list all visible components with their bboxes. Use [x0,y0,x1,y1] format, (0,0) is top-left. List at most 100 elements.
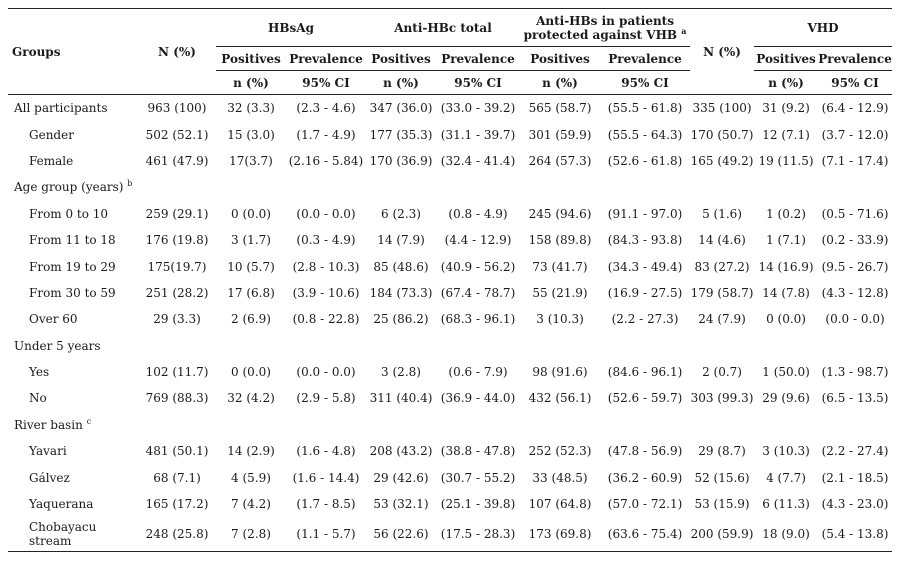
row-label: All participants [8,95,138,122]
row-label: No [8,385,138,411]
cell-hbc-ci: (17.5 - 28.3) [436,517,521,552]
cell-hbs-ci: (91.1 - 97.0) [607,206,683,221]
cell-n: 102 (11.7) [145,365,209,380]
cell-hbsag-positives: 0 (0.0) [231,206,271,221]
table-row: Yes 102 (11.7) 0 (0.0) (0.0 - 0.0) 3 (2.8) (0… [8,359,892,385]
section-row: Age group (years) b [8,174,892,200]
section-spacer [138,333,892,359]
cell-hbsag-ci: (0.0 - 0.0) [296,206,356,221]
row-label: From 19 to 29 [8,253,138,279]
header-anti-hbs-line2: protected against VHB [523,27,678,42]
cell-n: 176 (19.8) [145,233,209,248]
cell-hbc-ci: (0.6 - 7.9) [448,365,508,380]
row-label-text: Yes [29,365,50,380]
header-vhd: VHD [754,8,893,47]
section-row: River basin c [8,412,892,438]
cell-hbs-positives: 3 (10.3) [536,312,584,327]
row-label-text: Gender [29,127,74,142]
cell-hbs-positives: 264 (57.3) [528,153,592,168]
cell-hbs-positives: 107 (64.8) [528,497,592,512]
row-label: Chobayacu stream [8,517,138,552]
cell-vhd-positives: 1 (0.2) [766,206,806,221]
cell-hbc-ci: (38.8 - 47.8) [440,444,516,459]
sub-positives-hbs: Positives [520,46,601,71]
cell-n2: 200 (59.9) [690,517,755,552]
cell-vhd-positives: 1 (7.1) [766,233,806,248]
cell-hbc-positives: 208 (43.2) [369,444,433,459]
footnote-a: a [681,25,687,36]
cell-n: 963 (100) [147,101,207,116]
row-label-text: Under 5 years [14,338,101,353]
cell-n2: 335 (100) [692,101,752,116]
cell-hbs-positives: 245 (94.6) [528,206,592,221]
row-label-text: From 0 to 10 [29,206,109,221]
sub-prevalence-hbsag: Prevalence [286,46,366,71]
table-body: All participants 963 (100) 32 (3.3) (2.3 - … [8,95,893,552]
cell-n2: 14 (4.6) [698,233,746,248]
cell-vhd-positives: 29 (9.6) [762,391,810,406]
table-row: From 19 to 29 175(19.7) 10 (5.7) (2.8 - 10.… [8,253,892,279]
cell-hbs-ci: (34.3 - 49.4) [607,259,683,274]
cell-hbsag-positives: 3 (1.7) [231,233,271,248]
cell-vhd-ci: (1.3 - 98.7) [821,365,889,380]
cell-hbc-ci: (36.9 - 44.0) [440,391,516,406]
cell-vhd-ci: (6.5 - 13.5) [821,391,889,406]
row-label-text: No [29,391,47,406]
table-row: From 0 to 10 259 (29.1) 0 (0.0) (0.0 - 0.0)… [8,201,892,227]
section-spacer [138,412,892,438]
cell-hbc-positives: 3 (2.8) [381,365,421,380]
table-row: Chobayacu stream 248 (25.8) 7 (2.8) (1.1 - … [8,517,893,552]
header-anti-hbc: Anti-HBc total [366,8,521,47]
row-label: Age group (years) b [8,174,138,200]
header-groups: Groups [8,8,138,95]
table-row: From 11 to 18 176 (19.8) 3 (1.7) (0.3 - 4.9… [8,227,892,253]
sub-ci-vhd: 95% CI [818,70,893,95]
cell-hbc-ci: (67.4 - 78.7) [440,285,516,300]
cell-hbs-positives: 158 (89.8) [528,233,592,248]
cell-vhd-positives: 6 (11.3) [762,497,810,512]
cell-n: 165 (17.2) [145,497,209,512]
cell-hbc-ci: (31.1 - 39.7) [440,127,516,142]
cell-hbc-positives: 170 (36.9) [369,153,433,168]
cell-hbs-ci: (55.5 - 61.8) [607,101,683,116]
cell-hbsag-positives: 7 (2.8) [216,517,286,552]
cell-vhd-positives: 4 (7.7) [766,470,806,485]
row-label-text: Gálvez [29,470,70,485]
cell-vhd-positives: 1 (50.0) [762,365,810,380]
cell-hbsag-ci: (0.0 - 0.0) [296,365,356,380]
cell-hbsag-positives: 32 (4.2) [227,391,275,406]
cell-vhd-ci: (2.1 - 18.5) [821,470,889,485]
cell-hbc-positives: 347 (36.0) [369,101,433,116]
row-label: From 30 to 59 [8,280,138,306]
cell-hbsag-positives: 0 (0.0) [231,365,271,380]
row-label-text: Yaquerana [29,497,94,512]
row-label: From 0 to 10 [8,201,138,227]
cell-hbc-positives: 177 (35.3) [369,127,433,142]
cell-hbsag-ci: (1.7 - 4.9) [296,127,356,142]
cell-hbsag-positives: 32 (3.3) [227,101,275,116]
cell-vhd-ci: (4.3 - 23.0) [821,497,889,512]
table-row: Over 60 29 (3.3) 2 (6.9) (0.8 - 22.8) 25 (86… [8,306,892,332]
cell-hbsag-positives: 14 (2.9) [227,444,275,459]
cell-hbs-ci: (57.0 - 72.1) [607,497,683,512]
cell-n2: 53 (15.9) [694,497,750,512]
header-n2: N (%) [690,8,755,95]
cell-hbc-ci: (25.1 - 39.8) [440,497,516,512]
table-row: Gender 502 (52.1) 15 (3.0) (1.7 - 4.9) 177 (… [8,121,892,147]
cell-hbc-positives: 56 (22.6) [366,517,436,552]
cell-hbsag-ci: (1.7 - 8.5) [296,497,356,512]
section-spacer [138,174,892,200]
cell-hbs-ci: (84.3 - 93.8) [607,233,683,248]
cell-vhd-positives: 19 (11.5) [758,153,814,168]
row-label: Over 60 [8,306,138,332]
cell-hbs-positives: 98 (91.6) [532,365,588,380]
row-label-text: All participants [14,101,108,116]
cell-hbsag-positives: 10 (5.7) [227,259,275,274]
cell-vhd-positives: 12 (7.1) [762,127,810,142]
cell-hbsag-ci: (1.6 - 14.4) [292,470,360,485]
cell-n2: 170 (50.7) [690,127,754,142]
sub-prevalence-vhd: Prevalence [818,46,893,71]
cell-hbc-positives: 6 (2.3) [381,206,421,221]
section-row: Under 5 years [8,333,892,359]
header-anti-hbs: Anti-HBs in patients protected against V… [520,8,691,47]
